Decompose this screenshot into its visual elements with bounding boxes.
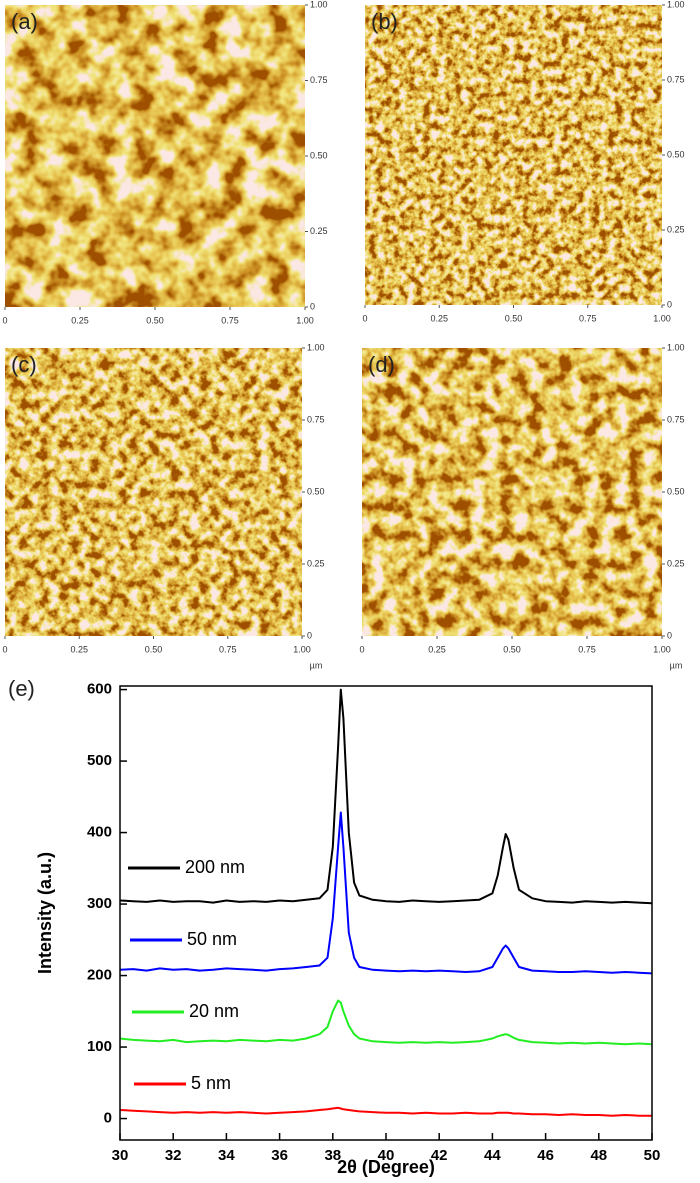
x-tick-label: 50	[644, 1147, 661, 1164]
y-tick-label: 500	[87, 752, 112, 769]
y-tick-label: 1.00	[307, 342, 325, 352]
x-tick-label: 1.00	[653, 313, 671, 323]
y-tick-label: 200	[87, 967, 112, 984]
y-tick-label: 0	[104, 1110, 112, 1127]
y-tick-label: 0.50	[310, 150, 328, 160]
x-tick-label: 0.75	[219, 644, 237, 654]
y-tick-label: 0	[667, 299, 672, 309]
x-tick-label: 30	[112, 1147, 129, 1164]
y-tick-label: 0	[310, 301, 315, 311]
y-axis-label: Intensity (a.u.)	[35, 852, 55, 974]
x-tick-label: 0.75	[579, 313, 597, 323]
afm-image	[5, 5, 305, 307]
y-tick-label: 600	[87, 681, 112, 698]
x-tick-label: 46	[537, 1147, 554, 1164]
x-tick-label: 0	[2, 315, 7, 325]
unit-label: µm	[310, 660, 323, 670]
x-tick-label: 44	[484, 1147, 501, 1164]
y-tick-label: 400	[87, 824, 112, 841]
series-line	[119, 999, 653, 1046]
y-tick-label: 1.00	[667, 342, 685, 352]
legend-text: 200 nm	[185, 857, 245, 877]
x-axis-label: 2θ (Degree)	[337, 1157, 435, 1177]
x-tick-label: 36	[271, 1147, 288, 1164]
y-tick-label: 0.25	[307, 558, 325, 568]
y-tick-label: 300	[87, 895, 112, 912]
x-tick-label: 0.50	[146, 315, 164, 325]
x-tick-label: 1.00	[293, 644, 311, 654]
series-line	[119, 688, 653, 905]
x-tick-label: 0.25	[430, 313, 448, 323]
x-tick-label: 0.50	[503, 644, 521, 654]
series-line	[119, 1106, 652, 1117]
x-tick-label: 0.75	[221, 315, 239, 325]
x-tick-label: 0	[359, 644, 364, 654]
panel-label: (e)	[8, 676, 35, 701]
x-tick-label: 0.50	[505, 313, 523, 323]
x-tick-label: 0	[2, 644, 7, 654]
x-tick-label: 38	[324, 1147, 341, 1164]
y-tick-label: 0.50	[307, 486, 325, 496]
y-tick-label: 0	[307, 630, 312, 640]
x-tick-label: 42	[431, 1147, 448, 1164]
x-tick-label: 1.00	[296, 315, 314, 325]
y-tick-label: 0.75	[667, 414, 685, 424]
x-tick-label: 34	[218, 1147, 235, 1164]
x-tick-label: 0.50	[145, 644, 163, 654]
panel-label: (a)	[11, 9, 38, 34]
y-tick-label: 0.50	[667, 486, 685, 496]
panel-label: (b)	[371, 9, 398, 34]
x-tick-label: 48	[590, 1147, 607, 1164]
legend-text: 50 nm	[187, 929, 237, 949]
x-tick-label: 0.25	[71, 315, 89, 325]
plot-frame	[119, 685, 653, 1141]
x-tick-label: 32	[165, 1147, 182, 1164]
x-tick-label: 0	[362, 313, 367, 323]
x-tick-label: 0.25	[70, 644, 88, 654]
panel-label: (d)	[368, 352, 395, 377]
y-tick-label: 0.50	[667, 149, 685, 159]
y-tick-label: 0.75	[310, 75, 328, 85]
y-tick-label: 0.25	[310, 226, 328, 236]
y-tick-label: 1.00	[667, 0, 685, 9]
y-tick-label: 0	[667, 630, 672, 640]
afm-image	[362, 348, 662, 636]
x-tick-label: 0.25	[428, 644, 446, 654]
y-tick-label: 0.25	[667, 558, 685, 568]
y-tick-label: 100	[87, 1038, 112, 1055]
panel-label: (c)	[11, 352, 37, 377]
x-tick-label: 0.75	[578, 644, 596, 654]
x-tick-label: 40	[378, 1147, 395, 1164]
series-line	[119, 811, 653, 975]
y-tick-label: 1.00	[310, 0, 328, 9]
legend-text: 20 nm	[189, 1001, 239, 1021]
y-tick-label: 0.25	[667, 224, 685, 234]
afm-image	[5, 348, 302, 636]
y-tick-label: 0.75	[667, 74, 685, 84]
y-tick-label: 0.75	[307, 414, 325, 424]
x-tick-label: 1.00	[653, 644, 671, 654]
afm-image	[365, 5, 662, 305]
unit-label: µm	[670, 660, 683, 670]
legend-text: 5 nm	[191, 1073, 231, 1093]
